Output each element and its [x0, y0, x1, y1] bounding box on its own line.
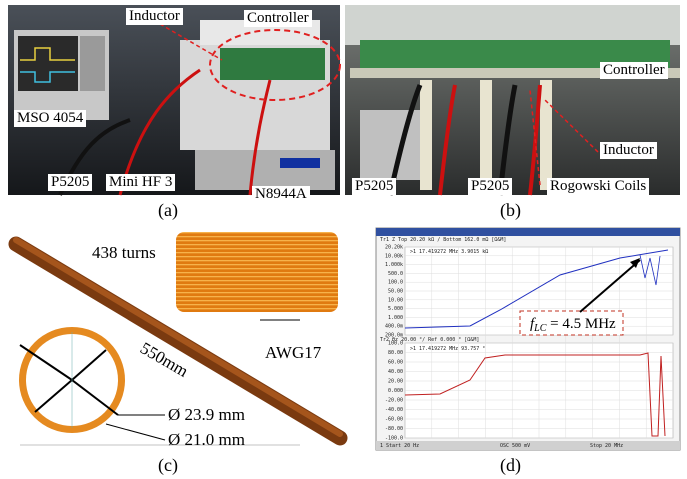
trace1-header: Tr1 Z Top 20.20 kΩ / Bottom 162.0 mΩ [Ω&… [380, 237, 506, 243]
osc-level: OSC 500 mV [500, 443, 530, 449]
screen-tick-label: 5.000 [388, 306, 403, 312]
photo-a [8, 5, 340, 195]
screen-tick-label: 20.20k [385, 245, 403, 251]
label-wire: AWG17 [265, 343, 321, 363]
marker2: >1 17.419272 MHz 93.757 ° [410, 346, 485, 352]
label-inductor-b: Inductor [600, 142, 657, 159]
screen-tick-label: -40.00 [385, 407, 403, 413]
label-scope: MSO 4054 [14, 110, 86, 127]
caption-a: (a) [158, 200, 178, 221]
label-inductor: Inductor [126, 8, 183, 25]
resonance-subscript: LC [533, 323, 547, 334]
start-freq: 1 Start 20 Hz [380, 443, 419, 449]
screen-tick-label: 10.00 [388, 297, 403, 303]
figure: 20.20k 10.00k 1.000k 500.0 100.0 50.00 10.00 5.… [0, 0, 687, 479]
trace2-header: Tr2 θz 20.00 °/ Ref 0.000 ° [Ω&M] [380, 337, 479, 343]
label-inner-diameter: Ø 21.0 mm [168, 430, 245, 450]
screen-tick-label: 100.0 [388, 280, 403, 286]
screen-tick-label: 40.00 [388, 369, 403, 375]
screen-tick-label: -80.00 [385, 426, 403, 432]
screen-tick-label: 20.00 [388, 379, 403, 385]
screen-tick-label: 1.000k [385, 262, 403, 268]
screen-tick-label: 1.000 [388, 315, 403, 321]
screen-tick-label: 50.00 [388, 289, 403, 295]
screen-tick-label: 80.00 [388, 350, 403, 356]
label-supply: N8944A [252, 186, 310, 203]
figure-graphics: 20.20k 10.00k 1.000k 500.0 100.0 50.00 10.00 5.… [0, 0, 687, 479]
resonance-text: = 4.5 MHz [546, 316, 616, 332]
screen-tick-label: 0.000 [388, 388, 403, 394]
label-controller: Controller [244, 10, 312, 27]
caption-c: (c) [158, 455, 178, 476]
label-controller-b: Controller [600, 62, 668, 79]
stop-freq: Stop 20 MHz [590, 443, 623, 449]
label-probe-hf: Mini HF 3 [106, 174, 175, 191]
screen-tick-label: -20.00 [385, 398, 403, 404]
label-probe-b1: P5205 [352, 178, 396, 195]
label-outer-diameter: Ø 23.9 mm [168, 405, 245, 425]
label-probe-b2: P5205 [468, 178, 512, 195]
screen-tick-label: 10.00k [385, 253, 403, 259]
marker1: >1 17.419272 MHz 3.9015 kΩ [410, 249, 488, 255]
label-turns: 438 turns [92, 243, 156, 263]
label-coils: Rogowski Coils [547, 178, 649, 195]
screen-tick-label: 60.00 [388, 360, 403, 366]
screen-tick-label: 500.0 [388, 271, 403, 277]
label-probe: P5205 [48, 174, 92, 191]
screen-tick-label: 400.0m [385, 324, 403, 330]
screen-tick-label: -60.00 [385, 417, 403, 423]
caption-b: (b) [500, 200, 521, 221]
caption-d: (d) [500, 455, 521, 476]
photo-b [345, 5, 680, 195]
screen-tick-label: -100.0 [385, 436, 403, 442]
